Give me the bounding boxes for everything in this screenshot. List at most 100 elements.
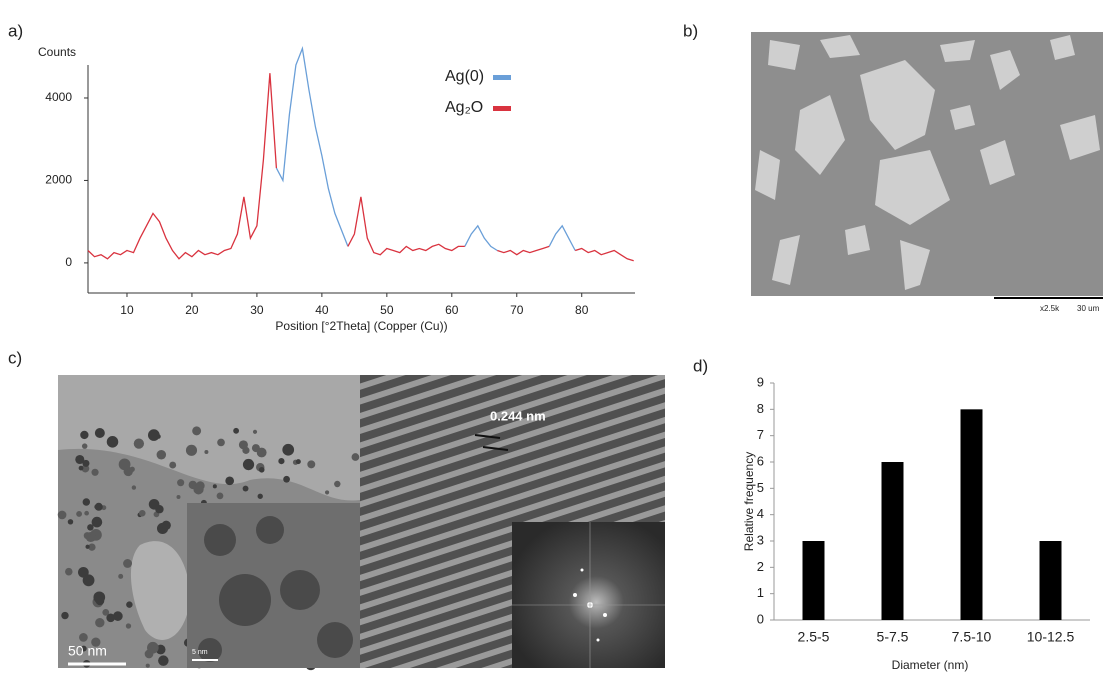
particle: [93, 591, 106, 604]
y-tick-label: 6: [757, 453, 764, 468]
y-tick-label: 2000: [45, 173, 72, 187]
particle: [216, 492, 224, 500]
particle: [192, 426, 202, 436]
particle: [82, 459, 90, 467]
y-tick-label: 4: [757, 506, 764, 521]
panel-label: d): [693, 356, 708, 375]
particle: [85, 544, 90, 549]
sem-image: [751, 32, 1103, 299]
particle: [126, 601, 133, 608]
particle: [57, 510, 67, 520]
y-tick-label: 4000: [45, 90, 72, 104]
particle: [133, 438, 145, 449]
inset-particles: [198, 516, 353, 662]
particle: [204, 449, 209, 454]
particle: [147, 429, 160, 441]
y-axis-label: Relative frequency: [742, 452, 756, 551]
x-tick-label: 7.5-10: [952, 629, 992, 645]
particle: [81, 443, 88, 449]
tem-inset-scale: 5 nm: [192, 649, 208, 656]
particle: [87, 524, 94, 531]
legend-label: Ag(0): [445, 68, 484, 85]
x-tick-label: 20: [185, 303, 199, 317]
bar: [802, 541, 825, 620]
particle: [76, 511, 83, 517]
particle: [283, 475, 290, 483]
particle: [169, 461, 177, 469]
y-tick-label: 1: [757, 585, 764, 600]
x-tick-label: 10: [120, 303, 134, 317]
panel-label: a): [8, 21, 23, 40]
particle: [177, 479, 185, 487]
y-tick-label: 7: [757, 427, 764, 442]
particle: [80, 430, 89, 440]
series-line: [87, 73, 634, 262]
particle: [94, 502, 103, 511]
particle: [258, 466, 265, 473]
particle: [238, 440, 248, 450]
particle: [129, 466, 135, 472]
particle: [82, 574, 95, 587]
particle: [212, 484, 217, 489]
particle: [123, 559, 132, 568]
particle: [334, 480, 341, 488]
y-axis-label: Counts: [38, 45, 76, 59]
legend-swatch: [493, 106, 511, 111]
particle: [118, 458, 131, 471]
sem-scale: 30 um: [1077, 304, 1100, 313]
particle: [67, 519, 74, 525]
y-tick-label: 5: [757, 480, 764, 495]
particle: [65, 567, 73, 576]
particle: [112, 611, 123, 621]
particle: [282, 443, 295, 456]
particle: [193, 484, 204, 495]
particle: [82, 498, 91, 506]
x-tick-label: 80: [575, 303, 589, 317]
particle: [79, 633, 88, 642]
particle: [88, 543, 96, 551]
y-tick-label: 8: [757, 401, 764, 416]
particle: [295, 459, 301, 465]
x-axis-label: Position [°2Theta] (Copper (Cu)): [275, 319, 447, 333]
y-tick-label: 9: [757, 374, 764, 389]
particle: [256, 447, 267, 458]
particle: [242, 485, 249, 492]
d-spacing: 0.244 nm: [490, 408, 546, 423]
particle: [95, 618, 105, 628]
bar: [1039, 541, 1062, 620]
particle: [61, 611, 69, 620]
bar: [960, 409, 983, 620]
legend-label: Ag₂O: [445, 99, 483, 116]
x-tick-label: 60: [445, 303, 459, 317]
particle: [252, 429, 258, 434]
particle: [78, 465, 84, 471]
bar: [881, 462, 904, 620]
particle: [102, 608, 110, 616]
particle: [84, 510, 89, 516]
particle: [233, 427, 240, 434]
y-tick-label: 0: [65, 255, 72, 269]
particle: [307, 460, 316, 469]
particle: [94, 428, 105, 438]
y-tick-label: 2: [757, 559, 764, 574]
particle: [257, 493, 263, 499]
particle: [351, 453, 360, 461]
particle: [217, 438, 225, 447]
particle: [156, 449, 167, 460]
particle: [75, 454, 85, 465]
particle: [161, 520, 171, 530]
particle: [324, 490, 330, 495]
flakes: [755, 35, 1100, 290]
particle: [148, 498, 160, 510]
particle: [138, 509, 146, 517]
x-tick-label: 50: [380, 303, 394, 317]
panel-label: c): [8, 348, 22, 367]
particle: [147, 641, 159, 654]
particle: [91, 516, 103, 528]
legend-swatch: [493, 75, 511, 80]
x-tick-label: 40: [315, 303, 329, 317]
particle: [83, 532, 91, 540]
panel-label: b): [683, 21, 698, 40]
x-tick-label: 70: [510, 303, 524, 317]
